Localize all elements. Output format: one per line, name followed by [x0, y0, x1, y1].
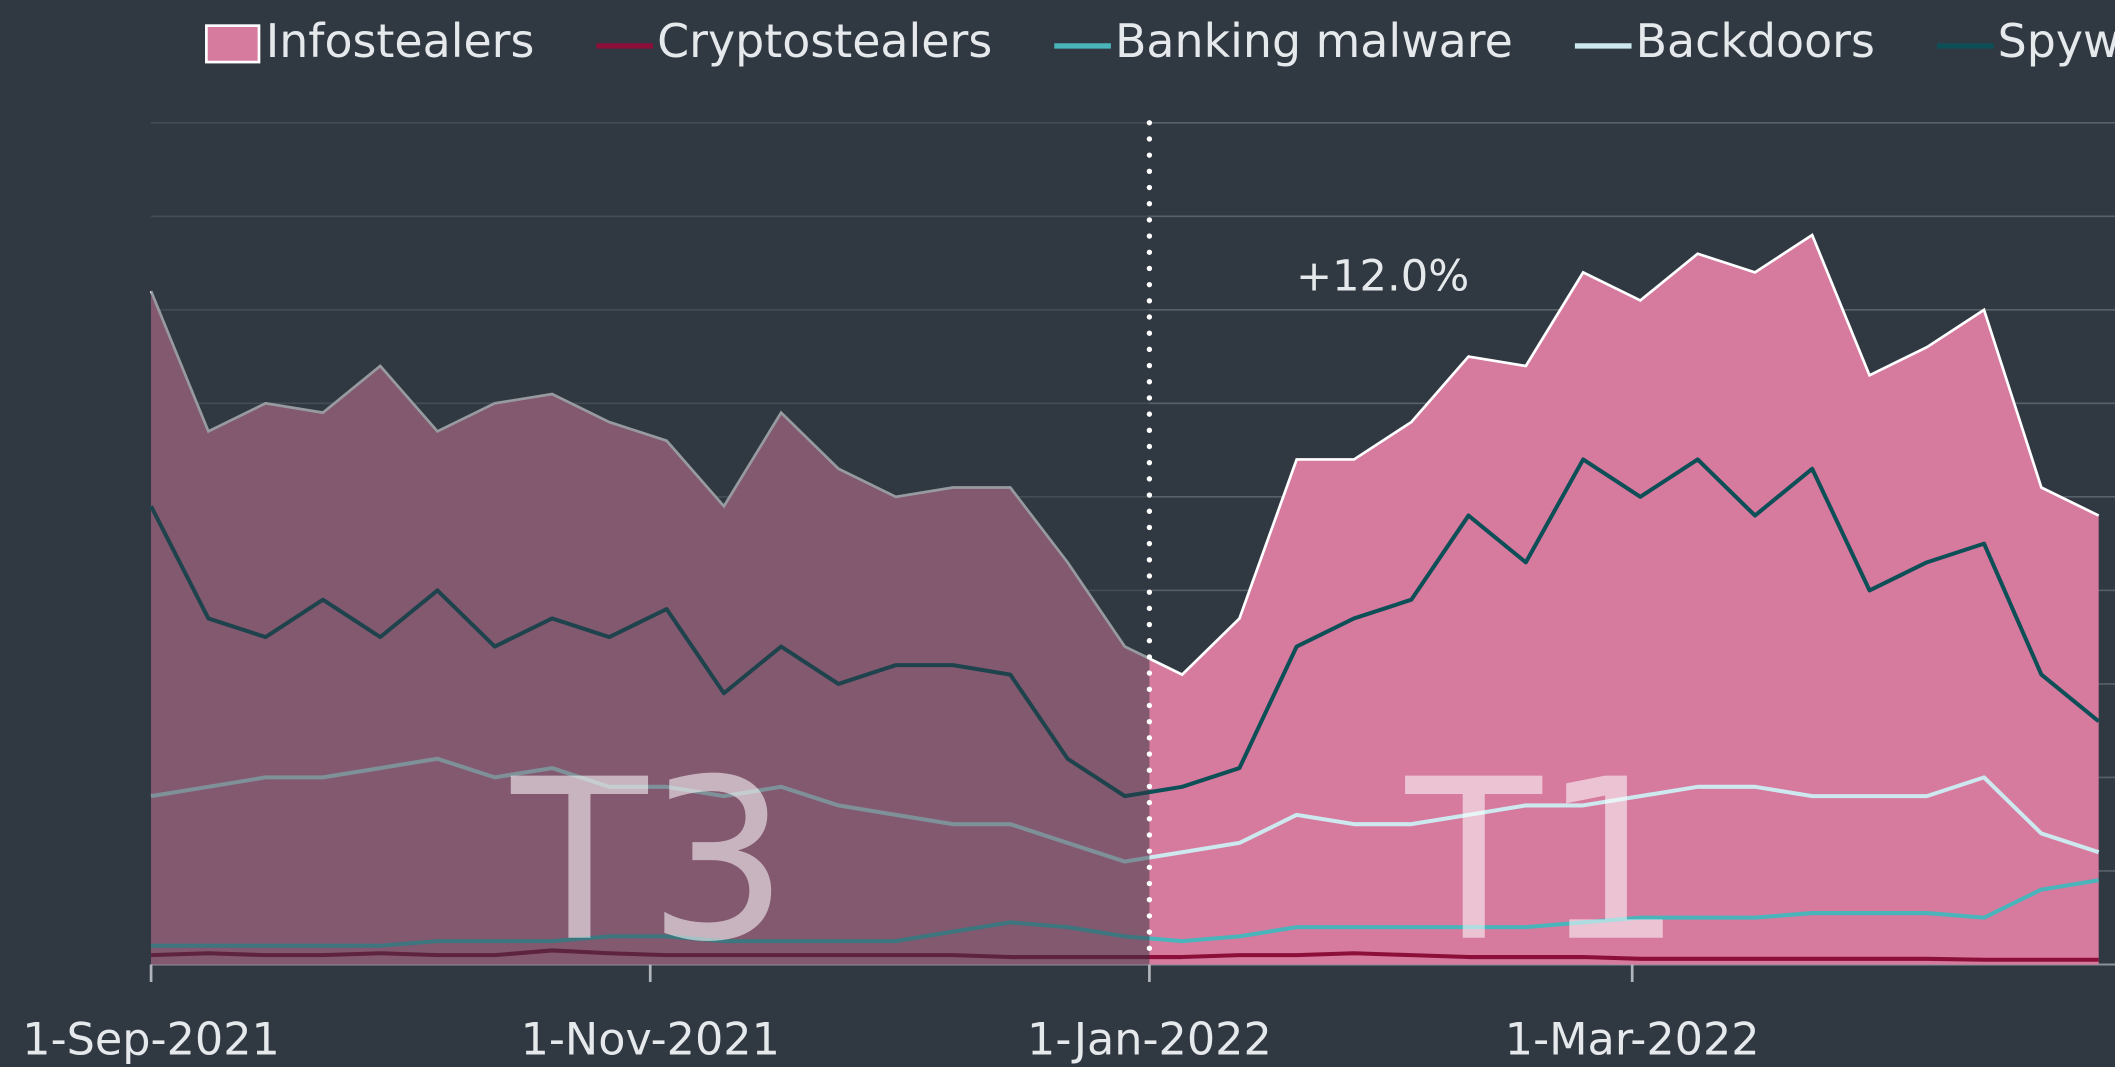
x-tick-label: 1-Jan-2022 [1027, 1015, 1272, 1066]
legend-item: Banking malware [1054, 14, 1513, 68]
legend-item: Backdoors [1574, 14, 1875, 68]
x-tick-label: 1-Nov-2021 [521, 1015, 780, 1066]
annotation: +12.0% [1296, 252, 1469, 302]
legend-item: Cryptostealers [596, 14, 992, 68]
period-shade [151, 109, 1150, 965]
legend-label: Cryptostealers [657, 14, 992, 68]
legend-swatch [205, 24, 261, 64]
period-label: T3 [510, 732, 789, 991]
legend-label: Infostealers [266, 14, 535, 68]
x-tick-label: 1-Sep-2021 [22, 1015, 280, 1066]
legend-label: Backdoors [1636, 14, 1875, 68]
legend-item: Infostealers [205, 14, 535, 68]
x-tick-label: 1-Mar-2022 [1505, 1015, 1760, 1066]
legend-label: Banking malware [1115, 14, 1513, 68]
legend-item: Spyware [1936, 14, 2115, 68]
legend-label: Spyware [1998, 14, 2115, 68]
period-label: T1 [1405, 732, 1684, 991]
